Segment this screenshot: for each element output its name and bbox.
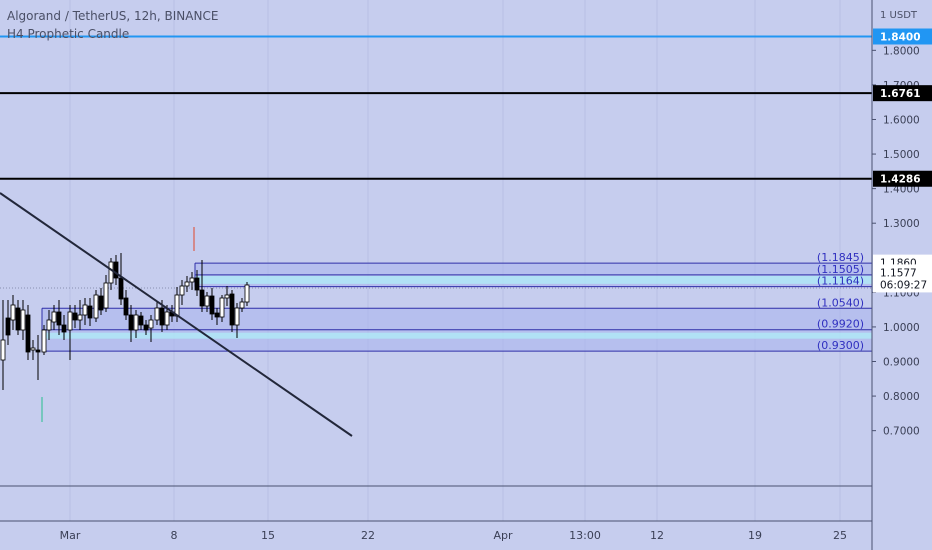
zone-label: (1.1845)	[817, 251, 864, 264]
price-tick-label: 1.0000	[883, 322, 920, 334]
zone-labels: (1.1845)(1.1505)(1.1164) (1.0540) (0.9920)…	[817, 251, 864, 352]
candle-body	[67, 311, 73, 331]
price-badge	[873, 276, 932, 293]
zone-boxes	[41, 262, 872, 352]
candle-body	[51, 311, 57, 323]
time-axis-label: 8	[171, 529, 178, 542]
price-tick-label: 1.5000	[883, 149, 920, 161]
candle-body	[194, 277, 200, 291]
price-tick-label: 1.6000	[883, 114, 920, 126]
candle-body	[209, 295, 215, 315]
candle-body	[87, 305, 93, 319]
price-tick-label: 1.8000	[883, 45, 920, 57]
indicator-label[interactable]: H4 Prophetic Candle	[7, 27, 130, 41]
time-axis-label: 19	[748, 529, 762, 542]
candle-body	[20, 309, 26, 331]
candle-body	[108, 261, 114, 284]
candle-body	[184, 281, 190, 287]
candle-body	[25, 314, 31, 353]
candle-body	[159, 307, 165, 326]
price-badge-label: 06:09:27	[880, 279, 927, 291]
candle-body	[82, 304, 88, 316]
candle-body	[103, 282, 109, 309]
time-axis-label: Mar	[60, 529, 81, 542]
time-axis-label: 22	[361, 529, 375, 542]
zone-label: (1.1164)	[817, 275, 864, 288]
candle-body	[234, 307, 240, 326]
time-axis[interactable]: Mar 8 15 22 Apr 13:00 12 19 25	[0, 520, 872, 542]
candle-body	[148, 319, 154, 329]
price-badge	[873, 170, 932, 187]
time-axis-label: 25	[833, 529, 847, 542]
grid-lines	[0, 0, 872, 521]
candle-body	[15, 307, 21, 331]
candle-body	[164, 311, 170, 326]
price-badge-label: 1.4286	[880, 174, 921, 186]
candles	[0, 227, 250, 422]
candle-body	[229, 293, 235, 326]
candle-body	[98, 295, 104, 311]
candle-body	[41, 329, 47, 353]
candle-body	[35, 349, 41, 353]
time-axis-label: 13:00	[569, 529, 601, 542]
candle-body	[93, 294, 99, 319]
candle-body	[174, 294, 180, 317]
trendline[interactable]	[0, 192, 353, 437]
candle-body	[123, 297, 129, 316]
candle-body	[128, 314, 134, 331]
candle-body	[189, 277, 195, 283]
time-axis-label: Apr	[493, 529, 513, 542]
price-tick-label: 0.7000	[883, 426, 920, 438]
price-badge-label: 1.6761	[880, 88, 921, 100]
zone-label: (1.1505)	[817, 263, 864, 276]
candle-body	[133, 314, 139, 331]
time-axis-label: 12	[650, 529, 664, 542]
candle-body	[154, 307, 160, 321]
candle-body	[77, 314, 83, 321]
candle-body	[61, 324, 67, 333]
candle-body	[199, 289, 205, 307]
horizontal-lines[interactable]	[0, 35, 872, 289]
zone-label: (0.9920)	[817, 318, 864, 331]
candle-body	[143, 324, 149, 331]
currency-label: 1 USDT	[880, 10, 918, 21]
chart-title: Algorand / TetherUS, 12h, BINANCE	[7, 9, 219, 23]
candle-body	[72, 312, 78, 321]
candle-body	[179, 285, 185, 296]
upper-cyan-band	[195, 275, 872, 284]
candle-body	[244, 284, 250, 303]
candle-body	[204, 295, 210, 307]
candle-body	[0, 339, 6, 361]
candle-body	[10, 304, 16, 321]
lower-cyan-band	[42, 332, 872, 339]
candle-body	[138, 315, 144, 326]
candle-body	[118, 277, 124, 300]
candle-body	[113, 261, 119, 279]
candle-body	[46, 319, 52, 331]
candle-body	[30, 347, 36, 351]
price-tick-label: 0.9000	[883, 357, 920, 369]
candle-body	[214, 312, 220, 318]
price-tick-label: 0.8000	[883, 391, 920, 403]
candle-body	[219, 297, 225, 318]
price-tick-label: 1.3000	[883, 218, 920, 230]
candle-body	[239, 301, 245, 309]
zone-label: (0.9300)	[817, 339, 864, 352]
price-badge-label: 1.8400	[880, 32, 921, 44]
candle-body	[5, 317, 11, 336]
price-axis[interactable]: 1 USDT1.80001.70001.60001.50001.40001.30…	[871, 0, 932, 550]
price-badge	[873, 28, 932, 45]
time-axis-label: 15	[261, 529, 275, 542]
zone-label: (1.0540)	[817, 296, 864, 309]
candle-body	[224, 294, 230, 299]
price-badge	[873, 85, 932, 102]
candle-body	[56, 311, 62, 326]
